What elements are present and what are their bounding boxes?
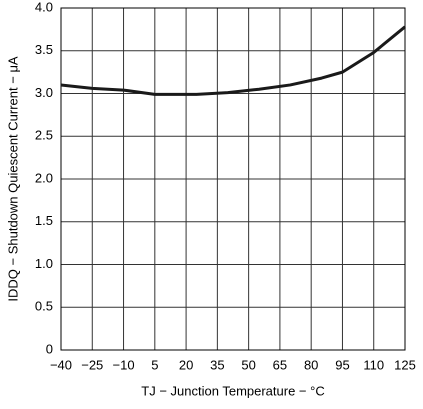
data-line [60,25,406,96]
x-tick-label: 20 [179,357,193,372]
y-axis-label: IDDQ − Shutdown Quiescent Current − μA [5,56,20,302]
y-tick-label: 2.5 [35,128,53,143]
x-tick-label: 95 [335,357,349,372]
x-tick-label: 50 [241,357,255,372]
x-tick-label: −25 [81,357,103,372]
plot-border [60,7,406,351]
y-tick-label: 1.0 [35,256,53,271]
x-tick-label: 125 [394,357,416,372]
x-tick-label: −10 [113,357,135,372]
x-tick-label: 110 [363,357,384,372]
x-tick-label: 80 [304,357,318,372]
x-tick-label: 5 [151,357,158,372]
y-tick-label: 3.5 [35,42,53,57]
y-tick-label: 2.0 [35,170,53,185]
y-tick-label: 3.0 [35,85,53,100]
y-tick-label: 0.5 [35,299,53,314]
x-tick-label: −40 [50,357,72,372]
x-tick-label: 35 [210,357,224,372]
y-tick-label: 0 [46,341,53,356]
y-tick-label: 4.0 [35,0,53,14]
x-axis-label: TJ − Junction Temperature − °C [141,383,324,398]
x-tick-label: 65 [273,357,287,372]
y-tick-label: 1.5 [35,213,53,228]
